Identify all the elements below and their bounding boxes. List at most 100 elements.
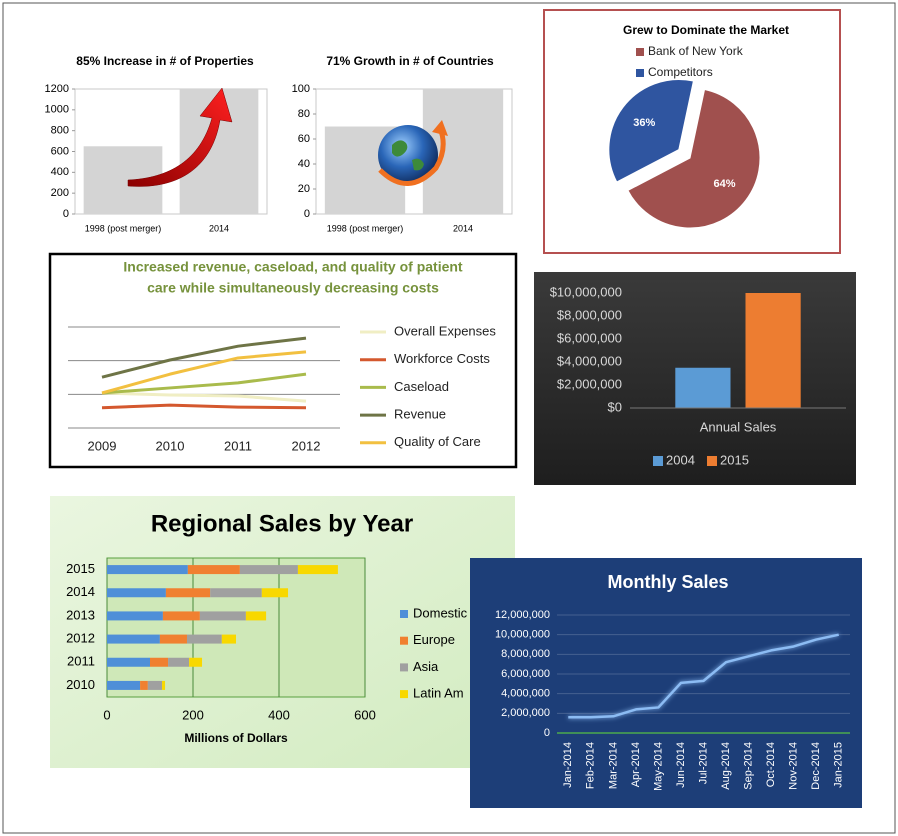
chart-title: Monthly Sales bbox=[607, 572, 728, 592]
x-tick-label: Jan-2014 bbox=[562, 742, 574, 788]
bar-segment bbox=[261, 588, 289, 598]
x-axis-title: Millions of Dollars bbox=[184, 731, 288, 745]
y-tick-label: $4,000,000 bbox=[557, 353, 622, 368]
y-tick-label: 40 bbox=[298, 158, 310, 170]
x-tick-label: 1998 (post merger) bbox=[327, 223, 404, 233]
x-tick-label: 600 bbox=[354, 707, 376, 722]
bar-segment bbox=[186, 634, 222, 644]
y-tick-label: 0 bbox=[63, 208, 69, 220]
y-tick-label: 80 bbox=[298, 108, 310, 120]
y-tick-label: 6,000,000 bbox=[501, 668, 550, 680]
y-tick-label: 600 bbox=[51, 145, 69, 157]
y-tick-label: $0 bbox=[608, 399, 622, 414]
bar-segment bbox=[147, 680, 163, 690]
line bbox=[101, 372, 307, 395]
y-tick-label: $2,000,000 bbox=[557, 376, 622, 391]
plot-area bbox=[106, 557, 366, 698]
y-tick-label: 60 bbox=[298, 133, 310, 145]
y-tick-label: 1200 bbox=[45, 83, 69, 95]
y-tick-label: 1000 bbox=[45, 104, 69, 116]
y-tick-label: 800 bbox=[51, 125, 69, 137]
bar-segment bbox=[210, 588, 262, 598]
bar-segment bbox=[107, 680, 141, 690]
bar-segment bbox=[221, 634, 236, 644]
line bbox=[568, 633, 839, 719]
x-tick-label: Annual Sales bbox=[700, 419, 777, 434]
line bbox=[101, 336, 307, 379]
x-tick-label: Feb-2014 bbox=[585, 742, 597, 789]
y-tick-label: 0 bbox=[544, 727, 550, 739]
legend-swatch bbox=[707, 456, 717, 466]
bar-segment bbox=[168, 657, 190, 667]
chart-title: 71% Growth in # of Countries bbox=[326, 54, 494, 68]
panel bbox=[470, 558, 862, 808]
y-tick-label: 2014 bbox=[66, 584, 95, 599]
legend-label: Domestic bbox=[413, 605, 468, 620]
pie-slice bbox=[627, 88, 761, 229]
x-tick-label: Jul-2014 bbox=[697, 742, 709, 784]
bar-segment bbox=[107, 565, 188, 575]
data-label: 64% bbox=[714, 178, 736, 190]
legend-label: Bank of New York bbox=[648, 44, 744, 58]
bar-segment bbox=[239, 565, 298, 575]
legend-label: Latin Am bbox=[413, 686, 464, 701]
line bbox=[101, 391, 307, 403]
legend-swatch bbox=[636, 48, 644, 56]
legend-swatch bbox=[400, 690, 408, 699]
x-tick-label: 1998 (post merger) bbox=[85, 223, 162, 233]
bar-segment bbox=[187, 565, 240, 575]
bar-segment bbox=[150, 657, 169, 667]
y-tick-label: 2015 bbox=[66, 561, 95, 576]
legend-swatch bbox=[400, 636, 408, 645]
legend-swatch bbox=[653, 456, 663, 466]
y-tick-label: 10,000,000 bbox=[495, 629, 550, 641]
bar-segment bbox=[162, 611, 200, 621]
bar-segment bbox=[107, 588, 166, 598]
globe-decoration bbox=[378, 120, 448, 186]
bar-segment bbox=[199, 611, 246, 621]
y-tick-label: 0 bbox=[304, 208, 310, 220]
pie-slice bbox=[608, 79, 694, 183]
y-tick-label: 100 bbox=[292, 83, 310, 95]
legend-label: Caseload bbox=[394, 379, 449, 394]
chart-title: care while simultaneously decreasing cos… bbox=[147, 280, 439, 296]
legend-label: Asia bbox=[413, 659, 439, 674]
x-tick-label: Oct-2014 bbox=[765, 742, 777, 787]
bar-segment bbox=[159, 634, 187, 644]
x-tick-label: Jun-2014 bbox=[675, 742, 687, 788]
x-tick-label: 2009 bbox=[88, 438, 117, 453]
legend-label: Europe bbox=[413, 632, 455, 647]
bar bbox=[745, 293, 801, 408]
chart-title: Regional Sales by Year bbox=[151, 510, 413, 537]
bar-segment bbox=[107, 634, 160, 644]
x-tick-label: Nov-2014 bbox=[788, 742, 800, 790]
legend-label: Workforce Costs bbox=[394, 351, 490, 366]
y-tick-label: 2013 bbox=[66, 607, 95, 622]
y-tick-label: 200 bbox=[51, 187, 69, 199]
bar-segment bbox=[162, 680, 166, 690]
y-tick-label: 20 bbox=[298, 183, 310, 195]
legend-swatch bbox=[400, 610, 408, 618]
bar-segment bbox=[297, 565, 338, 575]
legend-label: 2015 bbox=[720, 452, 749, 467]
chart-title: 85% Increase in # of Properties bbox=[76, 54, 254, 68]
y-tick-label: $8,000,000 bbox=[557, 307, 622, 322]
y-tick-label: 4,000,000 bbox=[501, 688, 550, 700]
legend-label: Competitors bbox=[648, 65, 713, 79]
bar-segment bbox=[189, 657, 203, 667]
bar bbox=[675, 367, 731, 408]
y-tick-label: 2010 bbox=[66, 677, 95, 692]
legend-label: Quality of Care bbox=[394, 434, 481, 449]
bar-segment bbox=[245, 611, 267, 621]
y-tick-label: 2011 bbox=[67, 654, 95, 669]
x-tick-label: 2014 bbox=[453, 223, 473, 233]
y-tick-label: 12,000,000 bbox=[495, 609, 550, 621]
data-label: 36% bbox=[633, 117, 655, 129]
x-tick-label: 2014 bbox=[209, 223, 229, 233]
y-tick-label: $10,000,000 bbox=[550, 284, 622, 299]
line bbox=[101, 403, 307, 410]
x-tick-label: 0 bbox=[103, 707, 110, 722]
bar-segment bbox=[140, 680, 148, 690]
